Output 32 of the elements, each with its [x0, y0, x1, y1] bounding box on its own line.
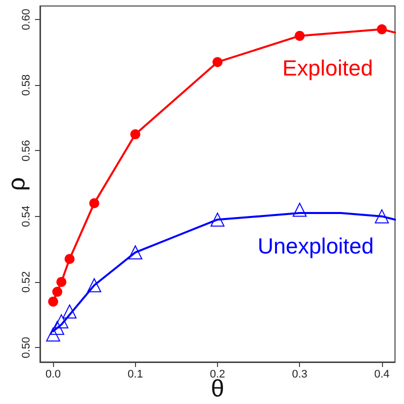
y-tick-label: 0.54 [20, 206, 32, 228]
point [56, 276, 66, 287]
point [376, 24, 387, 34]
series-label: Exploited [282, 55, 373, 80]
point [294, 30, 305, 41]
point [212, 57, 222, 68]
point [128, 245, 142, 260]
y-axis-title: ρ [4, 177, 30, 191]
x-tick-label: 0.1 [128, 368, 143, 380]
point [210, 212, 224, 227]
x-tick-label: 0.0 [46, 368, 61, 380]
point [89, 198, 100, 208]
y-tick-label: 0.58 [20, 74, 32, 96]
x-tick-label: 0.3 [292, 368, 308, 380]
point [54, 314, 68, 328]
point [48, 296, 58, 307]
y-tick-label: 0.56 [20, 140, 32, 162]
point [87, 278, 102, 292]
point [50, 320, 64, 335]
point [292, 202, 307, 217]
point [46, 327, 60, 342]
x-tick-label: 0.2 [210, 368, 226, 380]
series-label: Unexploited [258, 233, 374, 258]
point [64, 254, 75, 264]
y-tick-label: 0.60 [20, 8, 32, 30]
y-tick-label: 0.52 [20, 271, 32, 293]
point [52, 286, 62, 297]
y-tick-label: 0.50 [20, 336, 32, 358]
point [374, 209, 389, 224]
point [62, 304, 77, 318]
x-tick-label: 0.4 [374, 368, 390, 380]
point [130, 129, 140, 140]
